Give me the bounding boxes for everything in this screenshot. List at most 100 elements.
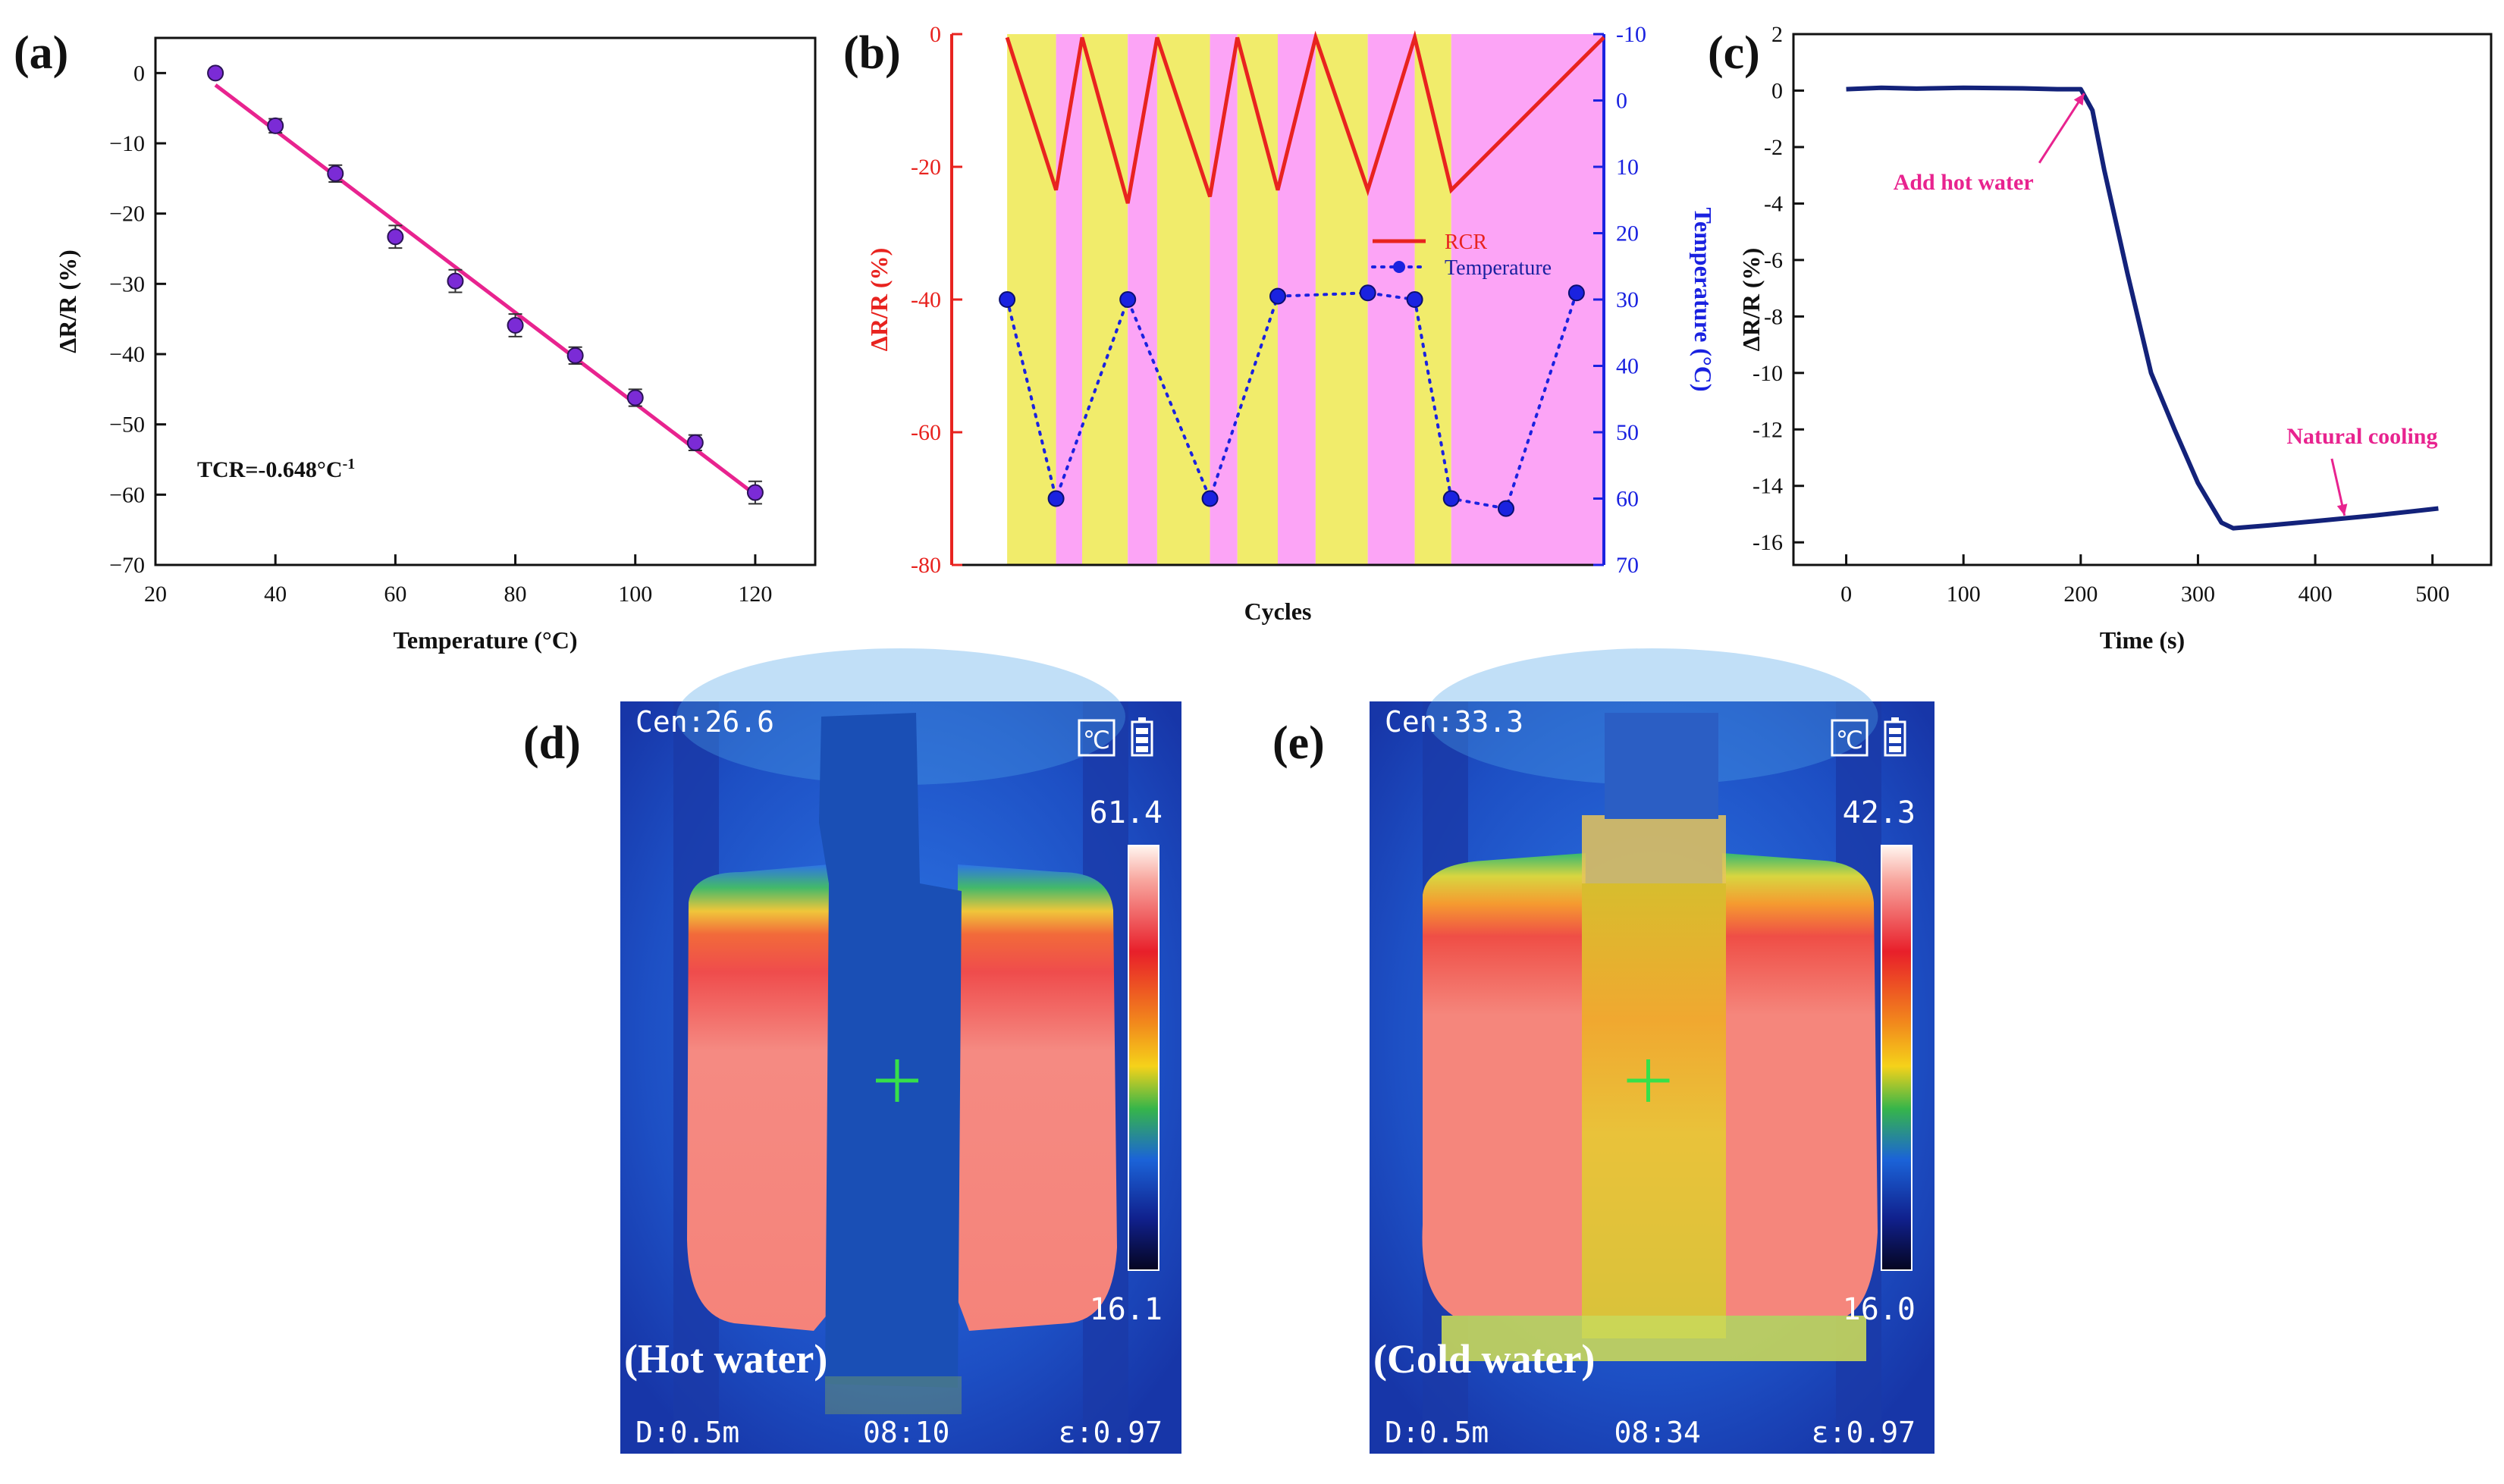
chart-b: 0 -20 -40 -60 -80 -10 0 10 20 30 40 50 60 70 Cycles ΔR/…: [865, 22, 1717, 625]
chart-c-ytick-label: -10: [1752, 361, 1783, 386]
chart-c-ytick-label: -4: [1764, 191, 1783, 216]
chart-a-ytick-label: −70: [109, 553, 145, 578]
chart-b-band: [1315, 34, 1368, 565]
thermal-max-value: 61.4: [1090, 795, 1163, 830]
thermal-center-temp: Cen:33.3: [1385, 705, 1523, 739]
thermal-center-strip: [1582, 883, 1726, 1338]
chart-a-ytick-label: −30: [109, 271, 145, 296]
chart-b-ytick-label: -40: [911, 287, 941, 312]
chart-a-point: [327, 165, 344, 182]
chart-c-xtick-label: 500: [2415, 582, 2449, 607]
chart-c-xtick-label: 100: [1947, 582, 1981, 607]
thermal-max-value: 42.3: [1843, 795, 1916, 830]
chart-c-ytick-label: -2: [1764, 135, 1783, 160]
thermal-center-clip: [1605, 713, 1718, 819]
chart-c-xtick-label: 200: [2063, 582, 2098, 607]
temperature-unit-icon: [1831, 719, 1869, 757]
temperature-unit-icon: [1078, 719, 1116, 757]
panel-label-c: (c): [1708, 27, 1760, 79]
chart-c-frame: [1792, 33, 2493, 566]
battery-icon-bar: [1136, 737, 1148, 743]
thermal-center-top: [1582, 815, 1726, 883]
thermal-emissivity: ε:0.97: [1059, 1416, 1163, 1449]
battery-icon-bar: [1889, 746, 1901, 752]
chart-b-temperature-point: [1269, 287, 1286, 305]
chart-b-ytick-label: 0: [930, 22, 941, 47]
chart-a-annotation: TCR=-0.648°C-1: [197, 456, 355, 482]
chart-b-temperature-line: [1006, 291, 1578, 510]
thermal-color-scale: [1881, 845, 1913, 1271]
panel-label-a: (a): [14, 27, 68, 79]
chart-b-temperature-point: [1119, 291, 1137, 308]
chart-a-annotation-sup: -1: [343, 456, 356, 472]
chart-c-xtick-label: 0: [1840, 582, 1852, 607]
thermal-center-strip: [819, 713, 962, 1388]
chart-b-temperature-point: [1406, 291, 1423, 308]
panel-label-d: (d): [523, 717, 581, 769]
chart-a-xlabel: Temperature (°C): [394, 626, 578, 654]
thermal-color-scale: [1128, 845, 1159, 1271]
thermal-center-temp: Cen:26.6: [635, 705, 774, 739]
chart-a-point: [447, 272, 464, 290]
chart-b-temperature-point: [1567, 284, 1585, 302]
chart-c-ytick-label: -16: [1752, 530, 1783, 555]
chart-a-ylabel: ΔR/R (%): [54, 249, 81, 353]
chart-c-ytick-label: -14: [1752, 474, 1783, 499]
thermal-bottom-band: [1442, 1316, 1866, 1361]
chart-b-temperature-point: [1498, 500, 1514, 517]
chart-c-ylabel: ΔR/R (%): [1737, 248, 1765, 351]
panel-label-e: (e): [1272, 717, 1325, 769]
battery-icon-bar: [1136, 728, 1148, 734]
thermal-left-lobe: [1422, 853, 1586, 1316]
chart-c-ytick-label: 0: [1771, 78, 1783, 103]
chart-a-point: [746, 484, 764, 501]
chart-c-annotation-text: Natural cooling: [2286, 424, 2437, 449]
chart-c-ytick-label: 2: [1771, 22, 1783, 47]
chart-a-xtick-label: 80: [504, 582, 527, 607]
thermal-condition-label: (Hot water): [624, 1336, 827, 1382]
chart-c-ytick-label: -6: [1764, 248, 1783, 273]
chart-c: 0 100 200 300 400 500 2 0 -2 -4 -6 -8 -10 -12 -14 -16 Ti…: [1737, 22, 2493, 654]
thermal-left-lobe: [687, 864, 833, 1331]
chart-b-ytick2-label: 50: [1616, 420, 1639, 445]
chart-a-fit-line: [214, 83, 757, 497]
chart-a-point: [387, 228, 404, 246]
thermal-emissivity: ε:0.97: [1812, 1416, 1916, 1449]
chart-b-ytick-label: -60: [911, 420, 941, 445]
chart-a-point: [626, 389, 644, 406]
battery-icon-tip: [1138, 717, 1146, 722]
chart-b-temperature-point: [1359, 284, 1376, 302]
chart-a-point: [566, 347, 584, 364]
chart-b-rcr-line: [1005, 30, 1605, 204]
chart-b-ytick2-label: 0: [1616, 89, 1627, 114]
thermal-right-lobe: [1722, 853, 1878, 1316]
thermal-min-value: 16.0: [1843, 1292, 1916, 1327]
chart-c-xtick-label: 400: [2298, 582, 2333, 607]
battery-icon-bar: [1889, 728, 1901, 734]
chart-b-ytick2-label: 20: [1616, 221, 1639, 246]
chart-b-temperature-point: [1047, 490, 1065, 507]
chart-b-ytick2-label: 60: [1616, 487, 1639, 512]
chart-b-temperature-point: [1442, 490, 1460, 507]
chart-a-ytick-label: −20: [109, 202, 145, 227]
chart-b-temperature-point: [1201, 490, 1219, 507]
thermal-distance: D:0.5m: [635, 1416, 739, 1449]
thermal-image-e: 42.3 16.0 Cen:33.3 ℃ (Cold water) D:0.5m 08:34…: [1370, 648, 1934, 1454]
chart-a-ytick-label: −50: [109, 413, 145, 438]
chart-c-annotation-text: Add hot water: [1894, 170, 2034, 195]
thermal-distance: D:0.5m: [1385, 1416, 1489, 1449]
chart-b-ytick2-label: 30: [1616, 287, 1639, 312]
temperature-unit-icon-label: ℃: [1836, 726, 1863, 755]
chart-a-xtick-label: 60: [384, 582, 406, 607]
chart-b-legend-rcr: RCR: [1445, 231, 1487, 254]
chart-b-ytick2-label: 10: [1616, 155, 1639, 180]
chart-a-point: [507, 317, 524, 334]
thermal-image-d: 61.4 16.1 Cen:26.6 ℃ (Hot water) D:0.5m 08:10 ε…: [620, 648, 1181, 1454]
chart-c-ytick-label: -8: [1764, 304, 1783, 329]
chart-b-temperature-point: [999, 291, 1016, 308]
chart-a-ytick-label: −10: [109, 131, 145, 156]
chart-b-ylabel2: Temperature (°C): [1690, 208, 1717, 392]
chart-a: 20 40 60 80 100 120 0 −10 −20 −30 −40 −50 −60 −70 Temp…: [54, 36, 817, 654]
battery-icon-bar: [1889, 737, 1901, 743]
